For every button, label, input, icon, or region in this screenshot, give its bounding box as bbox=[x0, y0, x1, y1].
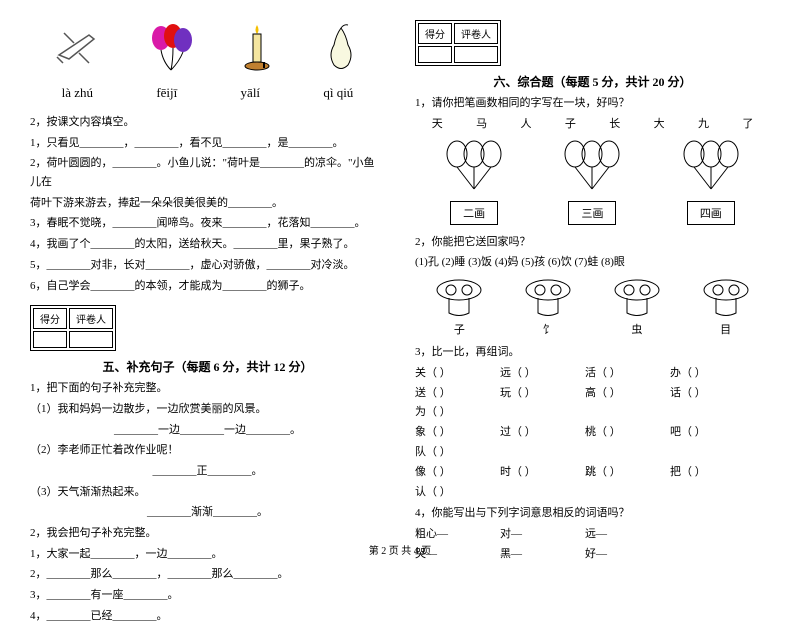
q2b-line: 3，________有一座________。 bbox=[30, 586, 385, 605]
score-h2: 评卷人 bbox=[454, 23, 498, 44]
cmp: 像（ ） bbox=[415, 463, 500, 483]
q2-line: 1，只看见________，________，看不见________，是____… bbox=[30, 134, 385, 153]
balloons-icon bbox=[143, 20, 198, 75]
stroke-label: 三画 bbox=[568, 201, 616, 225]
cmp: 为（ ） bbox=[415, 403, 500, 423]
char: 九 bbox=[698, 115, 709, 131]
cmp: 过（ ） bbox=[500, 423, 585, 443]
r-q2-title: 2，你能把它送回家吗？ bbox=[415, 233, 770, 252]
r-q3-title: 3，比一比，再组词。 bbox=[415, 343, 770, 362]
q2-line: 3，春眠不觉晓，________闻啼鸟。夜来________，花落知______… bbox=[30, 214, 385, 233]
pinyin-2: fēijī bbox=[156, 85, 177, 101]
score-box: 得分评卷人 bbox=[30, 305, 116, 351]
score-h1: 得分 bbox=[33, 308, 67, 329]
cmp: 远（ ） bbox=[500, 364, 585, 384]
q2-line: 4，我画了个________的太阳，送给秋天。________里，果子熟了。 bbox=[30, 235, 385, 254]
airplane-icon bbox=[49, 25, 104, 70]
balloon-group: 二画 三画 四画 bbox=[415, 139, 770, 225]
cmp: 话（ ） bbox=[670, 384, 755, 404]
cmp: 送（ ） bbox=[415, 384, 500, 404]
mushroom-label: 子 bbox=[434, 321, 484, 337]
section6-title: 六、综合题（每题 5 分，共计 20 分） bbox=[415, 73, 770, 90]
q1-line: ________一边________一边________。 bbox=[30, 421, 385, 440]
char: 天 bbox=[432, 115, 443, 131]
q2-line: 5，________对非，长对________，虚心对骄傲，________对冷… bbox=[30, 256, 385, 275]
right-column: 得分评卷人 六、综合题（每题 5 分，共计 20 分） 1，请你把笔画数相同的字… bbox=[415, 20, 770, 627]
char: 长 bbox=[609, 115, 620, 131]
left-column: là zhú fēijī yālí qì qiú 2，按课文内容填空。 1，只看… bbox=[30, 20, 385, 627]
pear-icon bbox=[316, 20, 366, 75]
cmp: 吧（ ） bbox=[670, 423, 755, 443]
q1-line: （3）天气渐渐热起来。 bbox=[30, 483, 385, 502]
char: 马 bbox=[476, 115, 487, 131]
candle-icon bbox=[237, 20, 277, 75]
q2b-title: 2，我会把句子补充完整。 bbox=[30, 524, 385, 543]
cmp: 把（ ） bbox=[670, 463, 755, 483]
q2-line: 2，荷叶圆圆的，________。小鱼儿说："荷叶是________的凉伞。"小… bbox=[30, 154, 385, 191]
cmp: 活（ ） bbox=[585, 364, 670, 384]
char: 子 bbox=[565, 115, 576, 131]
pinyin-4: qì qiú bbox=[323, 85, 353, 101]
cmp: 认（ ） bbox=[415, 483, 500, 503]
r-q2-items: (1)孔 (2)睡 (3)饭 (4)妈 (5)孩 (6)饮 (7)蛙 (8)眼 bbox=[415, 253, 770, 272]
q2b-line: 2，________那么________，________那么________。 bbox=[30, 565, 385, 584]
pinyin-row: là zhú fēijī yālí qì qiú bbox=[30, 85, 385, 101]
image-row bbox=[30, 20, 385, 75]
q2b-line: 4，________已经________。 bbox=[30, 607, 385, 626]
mushroom-row: 子 饣 虫 目 bbox=[415, 278, 770, 337]
r-q4-title: 4，你能写出与下列字词意思相反的词语吗？ bbox=[415, 504, 770, 523]
cmp: 跳（ ） bbox=[585, 463, 670, 483]
score-box-r: 得分评卷人 bbox=[415, 20, 501, 66]
cmp: 时（ ） bbox=[500, 463, 585, 483]
cmp: 关（ ） bbox=[415, 364, 500, 384]
q1-line: ________正________。 bbox=[30, 462, 385, 481]
pinyin-1: là zhú bbox=[62, 85, 93, 101]
char: 了 bbox=[742, 115, 753, 131]
q1-line: ________渐渐________。 bbox=[30, 503, 385, 522]
mushroom-label: 目 bbox=[701, 321, 751, 337]
page-footer: 第 2 页 共 4 页 bbox=[0, 542, 800, 557]
balloon-item: 二画 bbox=[415, 139, 533, 225]
balloon-item: 三画 bbox=[533, 139, 651, 225]
mushroom-item: 子 bbox=[434, 278, 484, 337]
stroke-label: 四画 bbox=[687, 201, 735, 225]
pinyin-3: yālí bbox=[241, 85, 261, 101]
score-h1: 得分 bbox=[418, 23, 452, 44]
mushroom-item: 目 bbox=[701, 278, 751, 337]
cmp: 桃（ ） bbox=[585, 423, 670, 443]
char: 人 bbox=[520, 115, 531, 131]
q2-title: 2，按课文内容填空。 bbox=[30, 113, 385, 132]
r-q1-title: 1，请你把笔画数相同的字写在一块，好吗？ bbox=[415, 94, 770, 113]
q1-title: 1，把下面的句子补充完整。 bbox=[30, 379, 385, 398]
compare-grid: 关（ ）远（ ）活（ ）办（ ） 送（ ）玩（ ）高（ ）话（ ） 为（ ） 象（… bbox=[415, 364, 770, 503]
mushroom-item: 饣 bbox=[523, 278, 573, 337]
balloon-item: 四画 bbox=[652, 139, 770, 225]
q2-line: 6，自己学会________的本领，才能成为________的狮子。 bbox=[30, 277, 385, 296]
mushroom-item: 虫 bbox=[612, 278, 662, 337]
mushroom-label: 饣 bbox=[523, 321, 573, 337]
cmp: 象（ ） bbox=[415, 423, 500, 443]
char-row: 天 马 人 子 长 大 九 了 bbox=[415, 115, 770, 131]
char: 大 bbox=[654, 115, 665, 131]
score-h2: 评卷人 bbox=[69, 308, 113, 329]
cmp: 办（ ） bbox=[670, 364, 755, 384]
mushroom-label: 虫 bbox=[612, 321, 662, 337]
stroke-label: 二画 bbox=[450, 201, 498, 225]
q1-line: （1）我和妈妈一边散步，一边欣赏美丽的风景。 bbox=[30, 400, 385, 419]
cmp: 玩（ ） bbox=[500, 384, 585, 404]
cmp: 高（ ） bbox=[585, 384, 670, 404]
q1-line: （2）李老师正忙着改作业呢！ bbox=[30, 441, 385, 460]
section5-title: 五、补充句子（每题 6 分，共计 12 分） bbox=[30, 358, 385, 375]
q2-line: 荷叶下游来游去，捧起一朵朵很美很美的________。 bbox=[30, 194, 385, 213]
cmp: 队（ ） bbox=[415, 443, 500, 463]
